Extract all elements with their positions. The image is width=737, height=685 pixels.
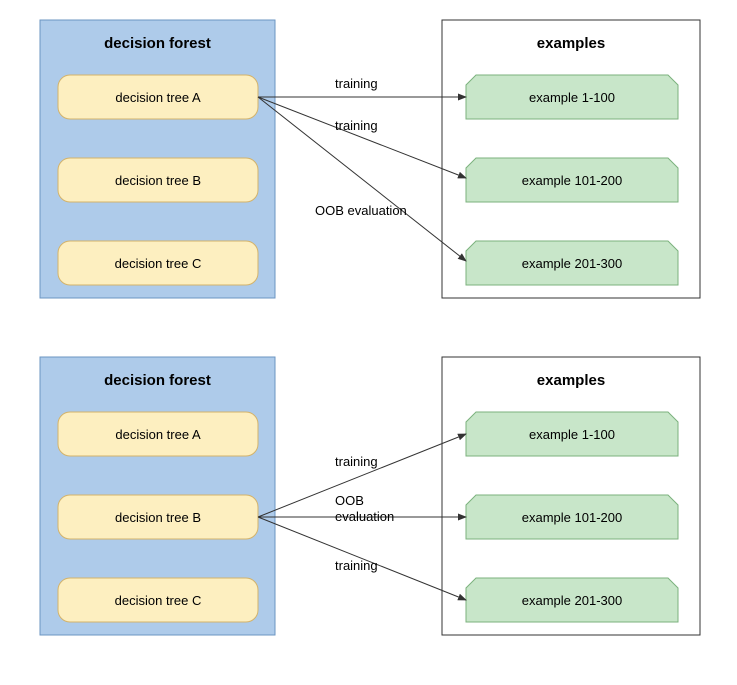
- diagram-canvas: decision forest decision tree A decision t…: [0, 0, 737, 685]
- svg-text:evaluation: evaluation: [335, 509, 394, 524]
- svg-text:OOB: OOB: [335, 493, 364, 508]
- svg-text:decision tree B: decision tree B: [115, 173, 201, 188]
- svg-text:decision forest: decision forest: [104, 35, 211, 52]
- svg-text:example 201-300: example 201-300: [522, 256, 622, 271]
- svg-text:example 1-100: example 1-100: [529, 427, 615, 442]
- svg-text:example 201-300: example 201-300: [522, 593, 622, 608]
- svg-text:training: training: [335, 118, 378, 133]
- svg-text:decision tree C: decision tree C: [115, 256, 202, 271]
- svg-text:decision forest: decision forest: [104, 372, 211, 389]
- svg-text:OOB evaluation: OOB evaluation: [315, 203, 407, 218]
- svg-text:decision tree B: decision tree B: [115, 510, 201, 525]
- svg-text:example 101-200: example 101-200: [522, 173, 622, 188]
- svg-text:examples: examples: [537, 372, 605, 389]
- svg-text:training: training: [335, 454, 378, 469]
- svg-text:example 101-200: example 101-200: [522, 510, 622, 525]
- svg-text:decision tree A: decision tree A: [115, 427, 201, 442]
- svg-text:training: training: [335, 76, 378, 91]
- svg-text:training: training: [335, 558, 378, 573]
- svg-text:decision tree C: decision tree C: [115, 593, 202, 608]
- panel-top: decision forest decision tree A decision t…: [40, 20, 700, 298]
- panel-bottom: decision forest decision tree A decision t…: [40, 357, 700, 635]
- arrow: [258, 97, 466, 178]
- svg-text:examples: examples: [537, 35, 605, 52]
- svg-text:example 1-100: example 1-100: [529, 90, 615, 105]
- svg-text:decision tree A: decision tree A: [115, 90, 201, 105]
